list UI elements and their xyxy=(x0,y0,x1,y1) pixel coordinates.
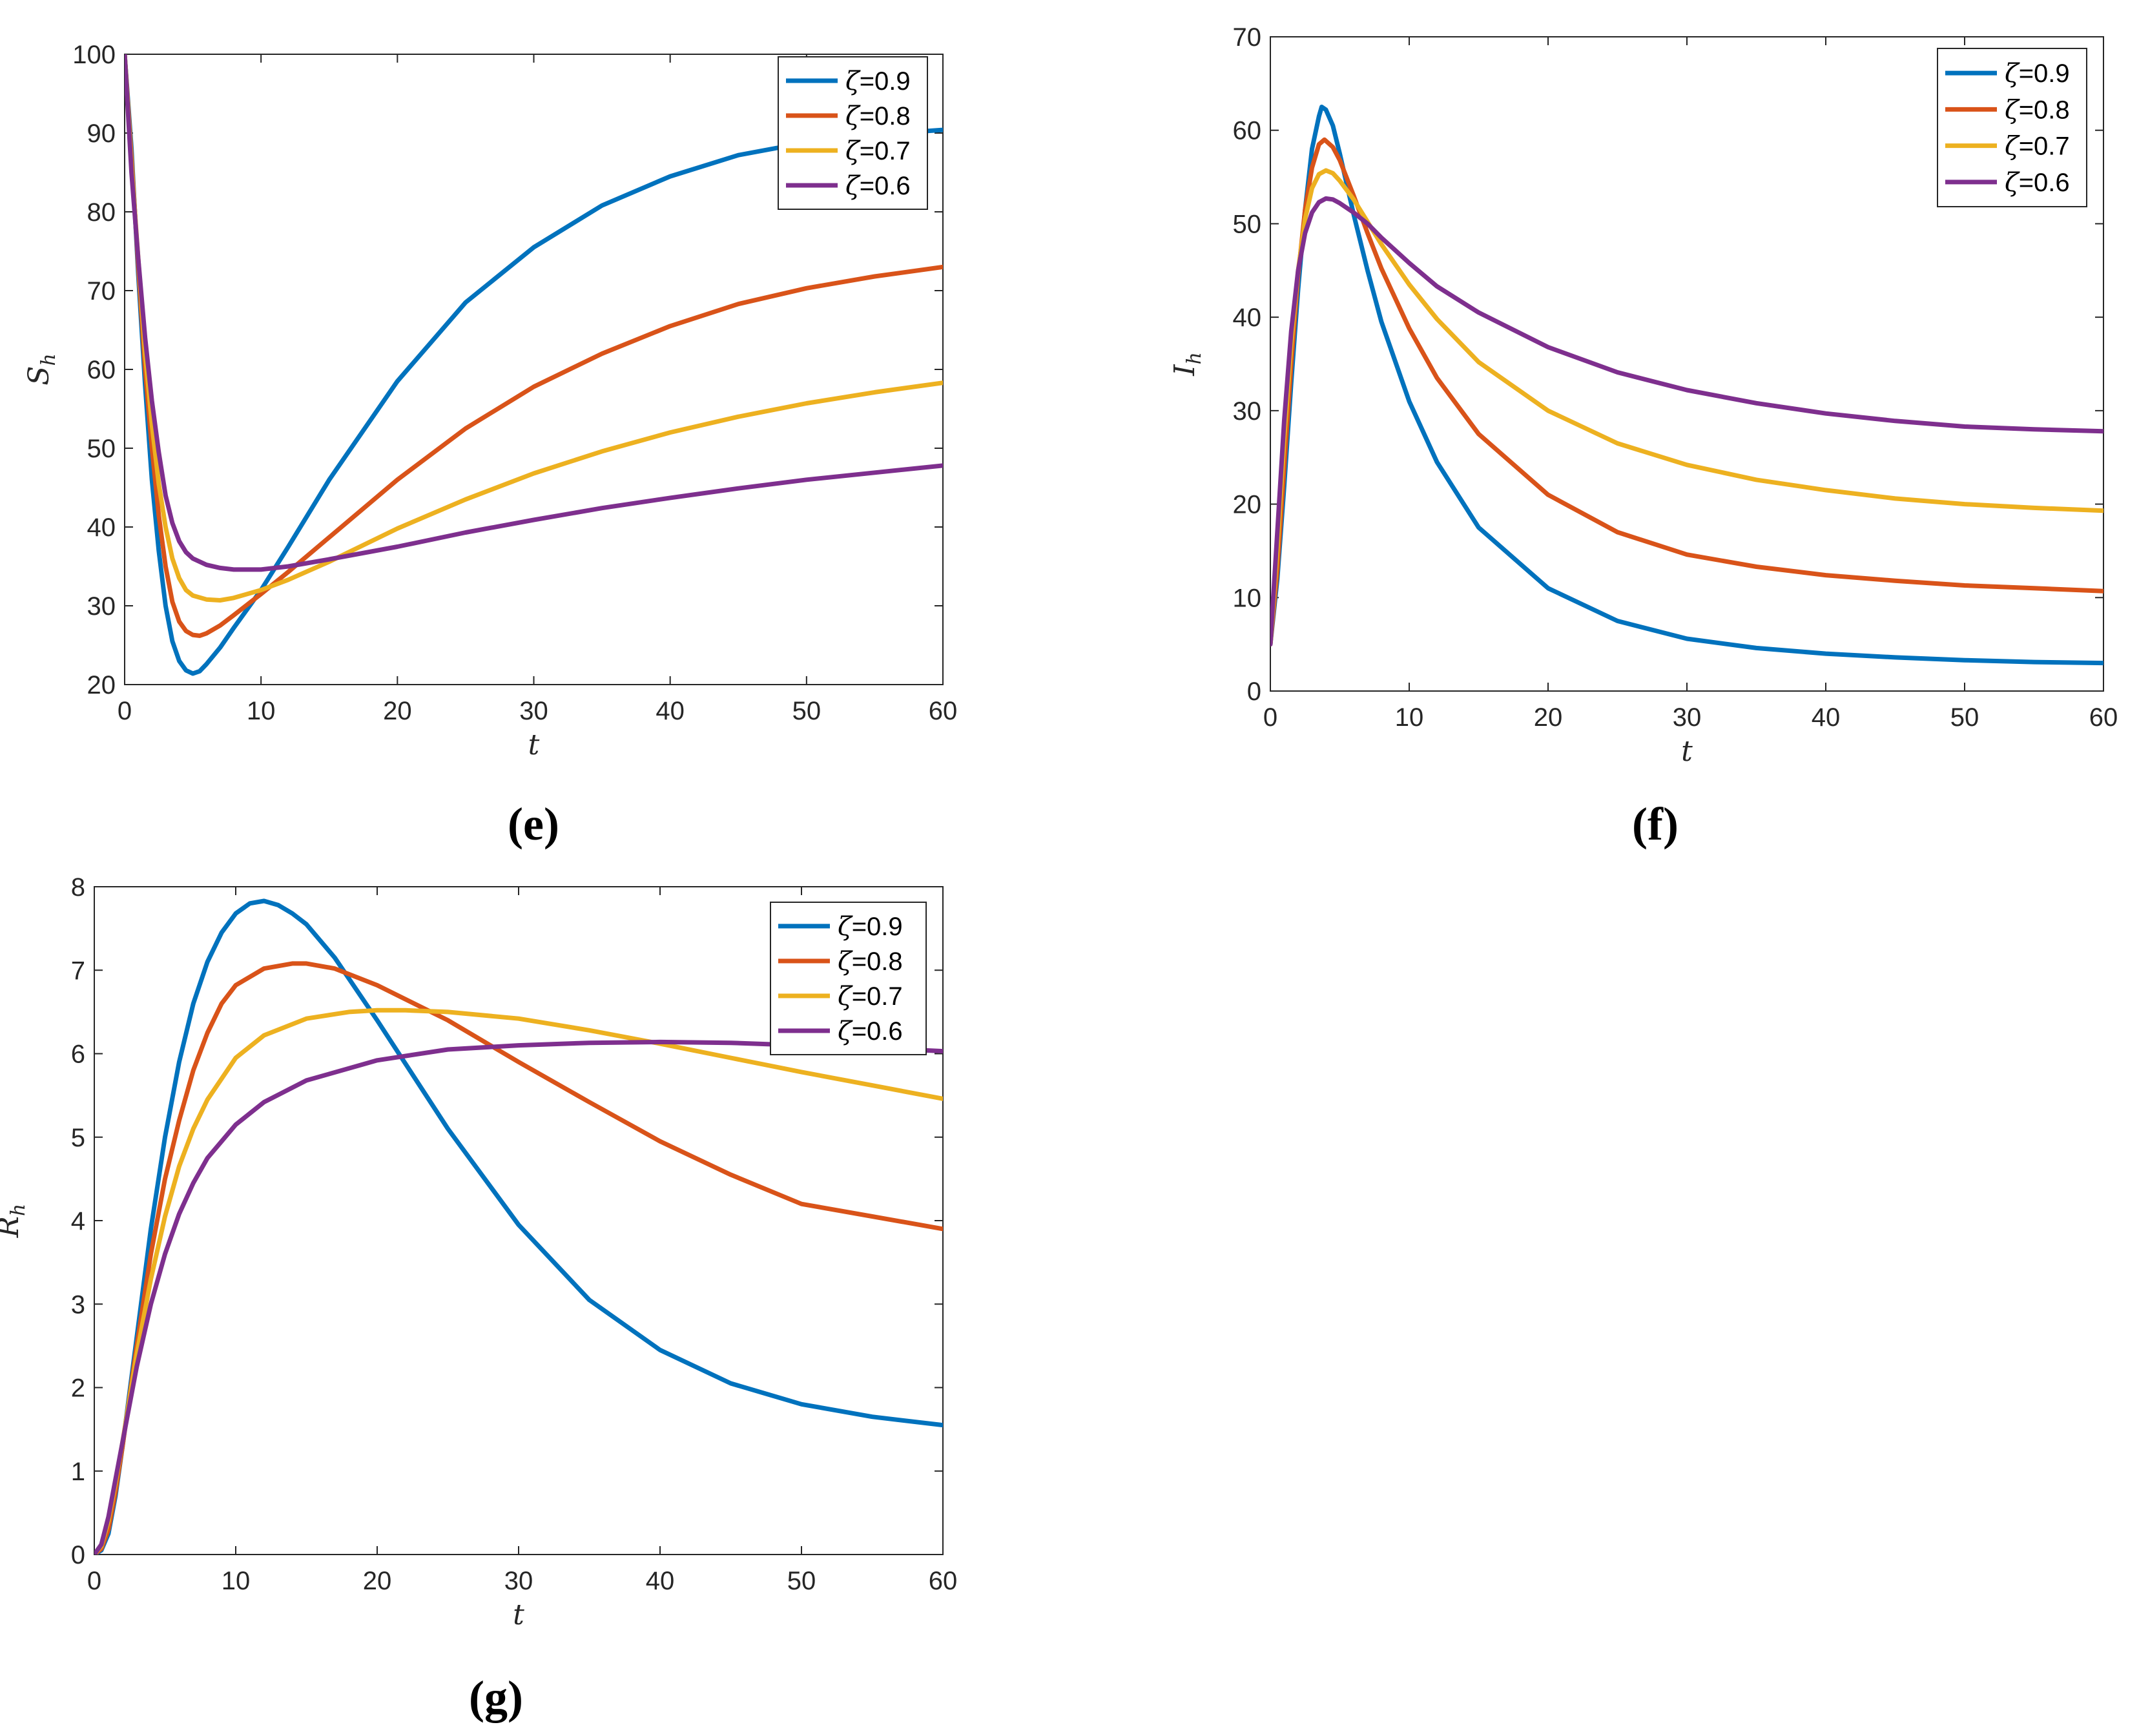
chart-g-x-tick-label: 40 xyxy=(646,1567,675,1595)
chart-g-legend-label-3: ζ=0.7 xyxy=(838,982,903,1011)
chart-g-x-tick-label: 50 xyxy=(787,1567,816,1595)
chart-f-panel-label: (f) xyxy=(1632,798,1679,850)
chart-f-x-tick-label: 0 xyxy=(1263,703,1277,732)
chart-e-y-axis-label: Sh xyxy=(23,353,60,385)
chart-e-series-line-3 xyxy=(125,54,943,603)
chart-e-legend-label-4: ζ=0.6 xyxy=(845,171,911,201)
chart-e-x-tick-label: 40 xyxy=(656,697,685,725)
chart-g-legend-label-4: ζ=0.6 xyxy=(838,1017,903,1046)
chart-g-y-tick-label: 2 xyxy=(71,1374,85,1403)
chart-g-legend: ζ=0.9 ζ=0.8 ζ=0.7 ζ=0.6 xyxy=(770,902,927,1055)
chart-f-y-tick-label: 60 xyxy=(1233,117,1262,145)
chart-g-panel-label: (g) xyxy=(469,1671,523,1723)
chart-g-x-tick-label: 60 xyxy=(929,1567,958,1595)
chart-g-series-line-4 xyxy=(94,1039,943,1555)
chart-f-x-tick-label: 10 xyxy=(1395,703,1424,732)
chart-g-y-tick-label: 4 xyxy=(71,1207,85,1235)
chart-e-x-tick-label: 50 xyxy=(792,697,822,725)
chart-e-x-tick-label: 10 xyxy=(247,697,276,725)
chart-f-y-tick-label: 30 xyxy=(1233,397,1262,426)
chart-g-legend-label-1: ζ=0.9 xyxy=(838,912,903,942)
chart-e-x-axis-label: t xyxy=(528,728,540,761)
chart-g-x-tick-label: 10 xyxy=(222,1567,251,1595)
chart-g-x-tick-label: 30 xyxy=(504,1567,533,1595)
chart-e-panel-label: (e) xyxy=(508,798,559,850)
chart-g-y-tick-label: 8 xyxy=(71,873,85,902)
chart-f-legend-label-2: ζ=0.8 xyxy=(2005,95,2070,125)
chart-e-legend-label-2: ζ=0.8 xyxy=(845,101,911,131)
chart-e-y-tick-label: 20 xyxy=(87,671,116,699)
chart-e-y-tick-label: 40 xyxy=(87,513,116,542)
chart-e-y-tick-label: 80 xyxy=(87,198,116,227)
chart-f-legend-label-1: ζ=0.9 xyxy=(2005,59,2070,88)
chart-e-series-line-1 xyxy=(125,54,943,676)
chart-f-legend-label-3: ζ=0.7 xyxy=(2005,132,2070,161)
chart-f-y-tick-label: 10 xyxy=(1233,584,1262,612)
chart-panel-e: 0 10 20 30 40 50 60 20 30 40 50 60 70 80 90 100 t Sh ζ=0.9… xyxy=(23,41,957,850)
chart-f-y-tick-label: 70 xyxy=(1233,23,1262,52)
chart-e-y-tick-label: 70 xyxy=(87,277,116,305)
chart-e-y-tick-label: 90 xyxy=(87,119,116,148)
chart-g-y-tick-label: 7 xyxy=(71,956,85,985)
chart-g-legend-label-2: ζ=0.8 xyxy=(838,947,903,976)
chart-f-y-tick-label: 20 xyxy=(1233,491,1262,519)
chart-g-y-tick-label: 6 xyxy=(71,1040,85,1069)
chart-e-y-tick-label: 100 xyxy=(72,41,116,69)
chart-e-series-line-2 xyxy=(125,54,943,638)
chart-e-x-tick-label: 20 xyxy=(383,697,412,725)
chart-e-series-line-4 xyxy=(125,54,943,572)
chart-e-x-tick-label: 0 xyxy=(118,697,132,725)
chart-f-y-tick-label: 0 xyxy=(1247,677,1261,706)
chart-f-y-tick-label: 40 xyxy=(1233,304,1262,332)
chart-g-x-axis-label: t xyxy=(513,1598,524,1631)
chart-f-x-axis-label: t xyxy=(1681,735,1693,768)
chart-g-y-tick-label: 0 xyxy=(71,1541,85,1569)
chart-e-y-tick-label: 30 xyxy=(87,592,116,621)
chart-e-legend-label-3: ζ=0.7 xyxy=(845,136,911,166)
chart-f-x-tick-label: 30 xyxy=(1673,703,1702,732)
chart-g-series-line-3 xyxy=(94,1008,943,1555)
chart-f-series-line-4 xyxy=(1270,196,2103,647)
chart-e-legend-label-1: ζ=0.9 xyxy=(845,67,911,96)
chart-e-x-tick-label: 60 xyxy=(929,697,958,725)
chart-e-y-tick-label: 50 xyxy=(87,435,116,463)
chart-g-y-tick-label: 5 xyxy=(71,1124,85,1152)
chart-f-y-axis-label: Ih xyxy=(1168,352,1206,377)
chart-g-y-axis-label: Rh xyxy=(0,1204,30,1238)
chart-g-x-tick-label: 0 xyxy=(87,1567,101,1595)
chart-f-legend-label-4: ζ=0.6 xyxy=(2005,168,2070,198)
chart-f-series-line-3 xyxy=(1270,168,2103,647)
chart-e-legend: ζ=0.9 ζ=0.8 ζ=0.7 ζ=0.6 xyxy=(778,56,928,210)
chart-e-x-tick-label: 30 xyxy=(519,697,548,725)
chart-g-y-tick-label: 1 xyxy=(71,1458,85,1486)
chart-f-x-tick-label: 40 xyxy=(1812,703,1841,732)
chart-f-x-tick-label: 20 xyxy=(1534,703,1563,732)
chart-g-y-tick-label: 3 xyxy=(71,1290,85,1319)
chart-g-x-tick-label: 20 xyxy=(363,1567,392,1595)
chart-f-legend: ζ=0.9 ζ=0.8 ζ=0.7 ζ=0.6 xyxy=(1937,48,2087,207)
chart-f-y-tick-label: 50 xyxy=(1233,210,1262,238)
chart-panel-f: 0 10 20 30 40 50 60010203040506070tIhζ=0.9ζ=0.… xyxy=(1168,23,2118,850)
chart-panel-g: 0 10 20 30 40 50 60 0 1 2 3 4 5 6 7 8 t Rh ζ=0.9 ζ=0.8 ζ=0.7… xyxy=(0,873,957,1723)
chart-f-x-tick-label: 60 xyxy=(2089,703,2118,732)
chart-e-y-tick-label: 60 xyxy=(87,356,116,384)
chart-f-x-tick-label: 50 xyxy=(1950,703,1979,732)
